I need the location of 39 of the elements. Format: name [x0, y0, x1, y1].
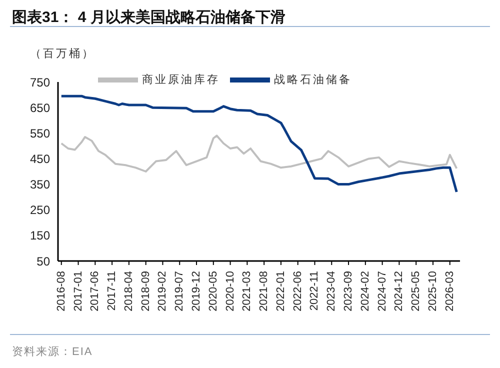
- legend-label: 商业原油库存: [142, 74, 220, 86]
- y-tick-label: 50: [36, 254, 50, 268]
- x-tick-label: 2020-10: [224, 271, 236, 312]
- legend-label: 战略石油储备: [274, 74, 352, 86]
- y-tick-label: 650: [30, 100, 50, 115]
- x-tick-label: 2020-05: [207, 271, 220, 312]
- line-series: [60, 94, 458, 194]
- x-tick-label: 2017-01: [72, 271, 84, 312]
- x-tick-label: 2026-03: [444, 271, 456, 312]
- chart-title: 图表31： 4 月以来美国战略石油储备下滑: [12, 8, 286, 27]
- x-tick-label: 2025-05: [410, 271, 422, 312]
- y-tick-label: 550: [30, 126, 50, 140]
- x-tick-label: 2025-10: [426, 271, 439, 312]
- x-tick-label: 2019-07: [174, 271, 186, 312]
- x-tick-label: 2023-04: [326, 271, 338, 312]
- x-tick-label: 2018-09: [140, 271, 152, 312]
- y-tick-label: 350: [30, 178, 50, 192]
- x-tick-label: 2017-06: [89, 271, 102, 312]
- line-series: [60, 134, 458, 172]
- x-tick-label: 2021-08: [258, 271, 270, 312]
- x-tick-label: 2021-03: [241, 271, 254, 312]
- x-tick-label: 2024-12: [393, 271, 406, 312]
- y-tick-label: 250: [30, 203, 50, 218]
- x-tick-label: 2024-07: [376, 271, 388, 312]
- x-tick-label: 2016-08: [55, 271, 68, 312]
- x-tick-label: 2019-02: [156, 271, 169, 312]
- text: 资料来源：EIA: [12, 345, 93, 359]
- x-tick-label: 2024-02: [359, 271, 372, 312]
- y-tick-label: 450: [30, 152, 50, 166]
- x-tick-label: 2022-06: [292, 271, 304, 312]
- y-axis-title: （百万桶）: [30, 47, 95, 61]
- x-tick-label: 2022-11: [308, 271, 321, 311]
- x-tick-label: 2017-11: [106, 271, 118, 311]
- y-tick-label: 750: [30, 75, 50, 90]
- x-tick-label: 2022-01: [274, 271, 287, 312]
- x-tick-label: 2018-04: [122, 271, 135, 312]
- x-tick-label: 2019-12: [190, 271, 203, 312]
- x-tick-label: 2023-09: [342, 271, 355, 312]
- y-tick-label: 150: [30, 228, 50, 243]
